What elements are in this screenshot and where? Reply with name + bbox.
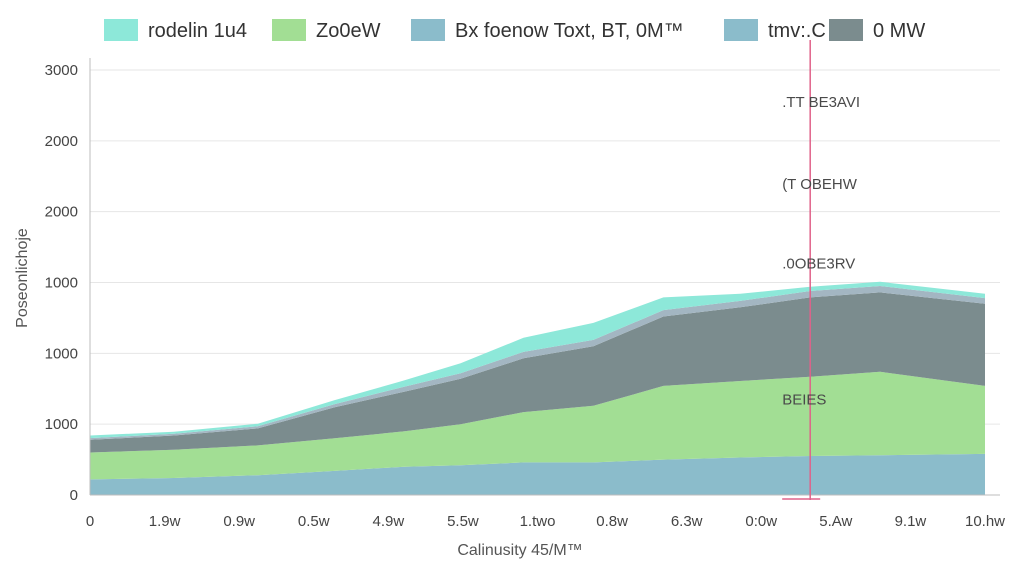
legend-swatch	[411, 19, 445, 41]
annotation-label: BEIES	[782, 391, 826, 408]
x-tick-label: 0.8w	[596, 513, 628, 530]
annotation-label: .0OBE3RV	[782, 255, 855, 272]
x-tick-label: 9.1w	[895, 513, 927, 530]
x-tick-label: 1.two	[520, 513, 556, 530]
legend-swatch	[829, 19, 863, 41]
legend-swatch	[272, 19, 306, 41]
x-tick-label: 0	[86, 513, 94, 530]
legend: rodelin 1u4 Zo0eW Bx foenow Toxt, BT, 0M™ t…	[104, 19, 925, 42]
annotation-label: (T OBEHW	[782, 176, 858, 193]
x-tick-label: 1.9w	[149, 513, 181, 530]
x-tick-label: 4.9w	[372, 513, 404, 530]
x-axis-title: Calinusity 45/M™	[457, 542, 582, 559]
y-tick-label: 3000	[45, 62, 78, 79]
y-tick-label: 1000	[45, 416, 78, 433]
y-tick-label: 2000	[45, 204, 78, 221]
x-tick-label: 5.5w	[447, 513, 479, 530]
area-series-group	[90, 282, 985, 495]
y-tick-label: 2000	[45, 133, 78, 150]
y-tick-label: 1000	[45, 275, 78, 292]
y-axis-title: Poseonlichoje	[14, 228, 31, 328]
x-tick-label: 0:0w	[745, 513, 777, 530]
legend-label: Zo0eW	[316, 20, 381, 42]
x-tick-label: 5.Aw	[819, 513, 852, 530]
x-tick-label: 10.hw	[965, 513, 1005, 530]
x-tick-label: 0.9w	[223, 513, 255, 530]
legend-swatch	[104, 19, 138, 41]
x-tick-label: 0.5w	[298, 513, 330, 530]
legend-label: Bx foenow Toxt, BT, 0M™	[455, 20, 684, 42]
legend-label: 0 MW	[873, 20, 925, 42]
legend-label: rodelin 1u4	[148, 20, 247, 42]
x-tick-label: 6.3w	[671, 513, 703, 530]
legend-swatch	[724, 19, 758, 41]
annotation-label: .TT BE3AVI	[782, 94, 860, 111]
y-tick-label: 0	[70, 487, 78, 504]
legend-label: tmv:.C	[768, 20, 826, 42]
y-tick-label: 1000	[45, 345, 78, 362]
